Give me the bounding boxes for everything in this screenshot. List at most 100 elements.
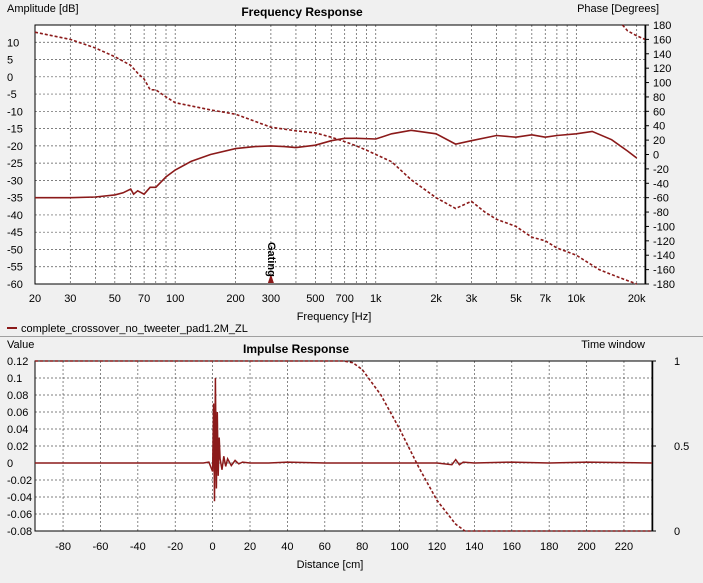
ir-x-tick-label: 0 — [210, 541, 216, 553]
ir-x-tick-label: 140 — [465, 541, 483, 553]
fr-y-tick-label: -30 — [7, 175, 23, 187]
ir-x-tick-label: 220 — [615, 541, 633, 553]
fr-y2-tick-label: -100 — [653, 221, 675, 233]
fr-x-tick-label: 5k — [510, 293, 522, 305]
fr-y-tick-label: -35 — [7, 193, 23, 205]
ir-time-window-line — [35, 360, 652, 532]
fr-y2-tick-label: -80 — [653, 207, 669, 219]
fr-x-tick-label: 200 — [226, 293, 244, 305]
ir-y-tick-label: 0.02 — [7, 441, 28, 453]
fr-xlabel: Frequency [Hz] — [297, 311, 372, 323]
ir-x-tick-label: -60 — [92, 541, 108, 553]
fr-y2-tick-label: 40 — [653, 121, 665, 133]
ir-y-tick-label: -0.02 — [7, 475, 32, 487]
ir-grid — [34, 360, 654, 532]
ir-y-tick-label: -0.06 — [7, 509, 32, 521]
fr-x-tick-label: 20k — [628, 293, 646, 305]
ir-x-tick-label: 200 — [577, 541, 595, 553]
fr-y2-tick-label: 120 — [653, 63, 671, 75]
fr-y-tick-label: -5 — [7, 89, 17, 101]
ir-x-tick-label: -20 — [167, 541, 183, 553]
fr-title: Frequency Response — [241, 5, 363, 19]
ir-y2-tick-label: 1 — [674, 356, 680, 368]
fr-x-tick-label: 70 — [138, 293, 150, 305]
fr-y2-tick-label: 60 — [653, 106, 665, 118]
gating-marker — [267, 274, 274, 283]
ir-y2label: Time window — [581, 339, 645, 351]
fr-y-tick-label: -50 — [7, 244, 23, 256]
fr-y2-tick-label: 100 — [653, 78, 671, 90]
ir-y-tick-label: 0.04 — [7, 424, 28, 436]
fr-x-tick-label: 300 — [262, 293, 280, 305]
fr-y2-tick-label: -60 — [653, 193, 669, 205]
fr-x-tick-label: 7k — [539, 293, 551, 305]
ir-x-tick-label: -80 — [55, 541, 71, 553]
fr-x-tick-label: 3k — [466, 293, 478, 305]
fr-y-tick-label: -25 — [7, 158, 23, 170]
fr-y2label: Phase [Degrees] — [577, 3, 659, 15]
fr-y-tick-label: -15 — [7, 124, 23, 136]
fr-amplitude-line — [35, 129, 638, 199]
fr-y-tick-label: -45 — [7, 227, 23, 239]
fr-y2-tick-label: 160 — [653, 34, 671, 46]
ir-x-tick-label: 180 — [540, 541, 558, 553]
fr-y2-tick-label: -20 — [653, 164, 669, 176]
fr-x-tick-label: 700 — [336, 293, 354, 305]
fr-x-tick-label: 50 — [109, 293, 121, 305]
fr-y2-tick-label: -160 — [653, 265, 675, 277]
fr-y-tick-label: 10 — [7, 37, 19, 49]
fr-x-tick-label: 2k — [430, 293, 442, 305]
ir-xlabel: Distance [cm] — [297, 559, 364, 571]
fr-y2-tick-label: 180 — [653, 20, 671, 32]
fr-series — [34, 24, 646, 285]
fr-x-tick-label: 500 — [306, 293, 324, 305]
fr-y-tick-label: -55 — [7, 262, 23, 274]
fr-y-tick-label: -10 — [7, 106, 23, 118]
fr-x-tick-label: 1k — [370, 293, 382, 305]
ir-tick-labels: 0.12 0.1 0.08 0.06 0.04 0.02 0 -0.02 -0.04 -0.06 -… — [7, 356, 689, 553]
ir-series — [35, 360, 653, 532]
ir-title: Impulse Response — [243, 342, 349, 356]
ir-x-tick-label: 160 — [503, 541, 521, 553]
ir-x-tick-label: 20 — [244, 541, 256, 553]
ir-y-tick-label: 0 — [7, 458, 13, 470]
ir-x-tick-label: 60 — [319, 541, 331, 553]
fr-y-tick-label: -60 — [7, 279, 23, 291]
fr-x-tick-label: 20 — [29, 293, 41, 305]
ir-ylabel: Value — [7, 339, 34, 351]
ir-y-tick-label: -0.04 — [7, 492, 32, 504]
fr-x-tick-label: 10k — [567, 293, 585, 305]
fr-x-tick-label: 30 — [64, 293, 76, 305]
gating-label: Gating — [265, 242, 277, 277]
ir-y-tick-label: 0.06 — [7, 407, 28, 419]
fr-y2-tick-label: -40 — [653, 178, 669, 190]
fr-grid — [34, 24, 647, 285]
fr-ylabel: Amplitude [dB] — [7, 3, 79, 15]
fr-y-tick-label: 0 — [7, 72, 13, 84]
fr-y-tick-label: -40 — [7, 210, 23, 222]
fr-y2-tick-label: -120 — [653, 236, 675, 248]
ir-x-tick-label: -40 — [130, 541, 146, 553]
ir-x-tick-label: 100 — [390, 541, 408, 553]
ir-x-tick-label: 40 — [281, 541, 293, 553]
fr-y2-tick-label: 0 — [653, 150, 659, 162]
ir-y-tick-label: 0.12 — [7, 356, 28, 368]
ir-y2-tick-label: 0.5 — [674, 441, 689, 453]
ir-y-tick-label: 0.1 — [7, 373, 22, 385]
fr-phase-line — [621, 24, 646, 41]
fr-y2-tick-label: 140 — [653, 49, 671, 61]
fr-tick-labels: 1050-5-10-15-20-25-30-35-40-45-50-55-601… — [7, 20, 675, 305]
ir-y-tick-label: -0.08 — [7, 526, 32, 538]
fr-y2-tick-label: -180 — [653, 279, 675, 291]
gating-annotation: Gating — [265, 242, 277, 283]
ir-x-tick-label: 80 — [356, 541, 368, 553]
ir-impulse-line — [35, 377, 653, 502]
fr-y-tick-label: 5 — [7, 55, 13, 67]
legend-label: complete_crossover_no_tweeter_pad1.2M_ZL — [21, 323, 248, 335]
ir-x-tick-label: 120 — [428, 541, 446, 553]
ir-y2-tick-label: 0 — [674, 526, 680, 538]
fr-y2-tick-label: 20 — [653, 135, 665, 147]
fr-y-tick-label: -20 — [7, 141, 23, 153]
